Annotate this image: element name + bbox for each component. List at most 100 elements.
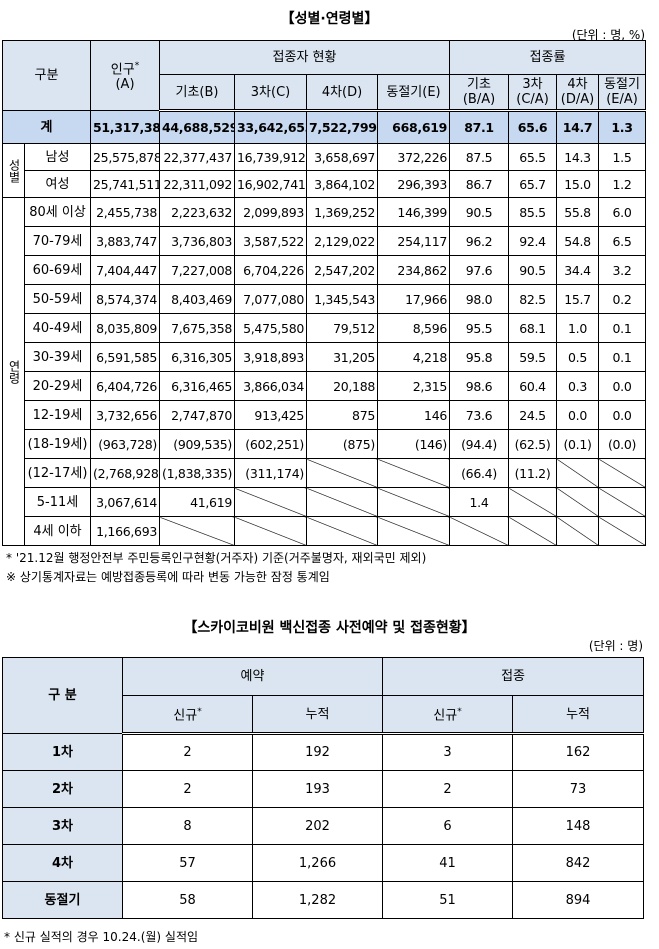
cell: 3,736,803: [159, 226, 236, 256]
data-row: 4차 57 1,266 41 842: [2, 844, 645, 882]
row-label: 12-19세: [23, 400, 92, 430]
cell: 6,704,226: [234, 255, 308, 285]
header-cell: 인구* (A): [90, 40, 161, 111]
row-label: (18-19세): [23, 429, 92, 459]
cell: 51,317,389: [90, 110, 161, 144]
cell: 20,188: [306, 371, 379, 401]
row-label: 60-69세: [23, 255, 92, 285]
label: 4차: [567, 77, 588, 92]
row-label: 1차: [2, 733, 123, 771]
empty-cell: [234, 487, 308, 517]
cell: 97.6: [449, 255, 510, 285]
cell: (62.5): [508, 429, 558, 459]
cell: 7,227,008: [159, 255, 236, 285]
cell: 2,315: [377, 371, 451, 401]
empty-cell: [306, 487, 379, 517]
data-row: 60-69세 7,404,447 7,227,008 6,704,226 2,547,2…: [3, 255, 647, 285]
cell: 57: [122, 844, 253, 882]
label: 누적: [305, 706, 330, 722]
row-label: 여성: [23, 170, 92, 198]
row-label: 80세 이상: [23, 197, 92, 227]
cell: 3,658,697: [306, 143, 379, 171]
cell: (875): [306, 429, 379, 459]
cell: 95.5: [449, 313, 510, 343]
header-cell: 동절기 (E/A): [598, 74, 647, 112]
cell: 7,522,799: [306, 110, 379, 144]
cell: 6.0: [598, 197, 647, 227]
cell: (311,174): [234, 458, 308, 488]
total-row: 계51,317,38944,688,52933,642,6537,522,799…: [1, 110, 647, 144]
row-label: (12-17세): [23, 458, 92, 488]
row-label: 2차: [2, 770, 123, 808]
cell: 0.0: [556, 400, 600, 430]
cell: 85.5: [508, 197, 558, 227]
cell: 82.5: [508, 284, 558, 314]
cell: 162: [512, 733, 645, 771]
cell: 96.2: [449, 226, 510, 256]
data-row: 2차 2 193 2 73: [2, 770, 645, 808]
cell: 3,864,102: [306, 170, 379, 198]
table-header: 구 분 예약 접종 신규* 누적 신규* 누적: [2, 657, 645, 735]
cell: (963,728): [90, 429, 161, 459]
cell: 98.6: [449, 371, 510, 401]
row-label: 4차: [2, 844, 123, 882]
empty-cell: [377, 487, 451, 517]
cell: 192: [251, 733, 384, 771]
cell: 2: [122, 733, 253, 771]
cell: 254,117: [377, 226, 451, 256]
cell: 6,316,305: [159, 342, 236, 372]
cell: (0.0): [598, 429, 647, 459]
table-2: 구 분 예약 접종 신규* 누적 신규* 누적 1차 2 192 3 162 2차 2 193 2 73 3차 8 2…: [2, 657, 645, 919]
unit: (B/A): [462, 92, 496, 107]
data-row: 20-29세 6,404,726 6,316,465 3,866,034 20,188 2…: [3, 371, 647, 401]
cell: 2,547,202: [306, 255, 379, 285]
label: 인구: [110, 62, 135, 78]
cell: 34.4: [556, 255, 600, 285]
data-row: 12-19세 3,732,656 2,747,870 913,425 875 146 73.…: [3, 400, 647, 430]
cell: 0.0: [598, 371, 647, 401]
cell: 14.3: [556, 143, 600, 171]
empty-cell: [556, 487, 600, 517]
cell: 1,345,543: [306, 284, 379, 314]
row-label: 40-49세: [23, 313, 92, 343]
unit: (단위 : 명, %): [571, 28, 645, 42]
data-row: 1차 2 192 3 162: [2, 733, 645, 771]
group-label: 연령: [2, 197, 25, 546]
cell: 0.2: [598, 284, 647, 314]
cell: 90.5: [449, 197, 510, 227]
cell: 58: [122, 881, 253, 919]
cell: 73: [512, 770, 645, 808]
empty-cell: [306, 458, 379, 488]
header-row: 기초(B) 3차(C) 4차(D) 동절기(E) 기초 (B/A) 3차 (C/A) 4차 (D/…: [3, 74, 647, 112]
cell: 8: [122, 807, 253, 845]
cell: 1.4: [449, 487, 510, 517]
header-cell: 누적: [251, 695, 384, 735]
cell: 1,266: [251, 844, 384, 882]
footnote: ※ 상기통계자료는 예방접종등록에 따라 변동 가능한 잠정 통계임: [6, 570, 330, 584]
cell: 55.8: [556, 197, 600, 227]
footnote-mark: *: [197, 706, 202, 717]
cell: 8,574,374: [90, 284, 161, 314]
cell: 24.5: [508, 400, 558, 430]
cell: 894: [512, 881, 645, 919]
cell: 2,455,738: [90, 197, 161, 227]
cell: 146,399: [377, 197, 451, 227]
table-body: 1차 2 192 3 162 2차 2 193 2 73 3차 8 202 6 148 4차 57 1,266 41…: [2, 733, 645, 919]
cell: 1.3: [598, 110, 647, 144]
cell: 8,035,809: [90, 313, 161, 343]
cell: 0.5: [556, 342, 600, 372]
cell: 14.7: [556, 110, 600, 144]
cell: 842: [512, 844, 645, 882]
cell: 87.5: [449, 143, 510, 171]
row-label: 동절기: [2, 881, 123, 919]
cell: 6,591,585: [90, 342, 161, 372]
cell: 3,883,747: [90, 226, 161, 256]
empty-cell: [508, 487, 558, 517]
header-row: 신규* 누적 신규* 누적: [3, 695, 645, 735]
cell: 234,862: [377, 255, 451, 285]
cell: 372,226: [377, 143, 451, 171]
empty-cell: [508, 516, 558, 546]
header-cell: 구 분: [2, 657, 123, 734]
cell: 41,619: [159, 487, 236, 517]
data-row: 4세 이하 1,166,693: [3, 516, 647, 546]
